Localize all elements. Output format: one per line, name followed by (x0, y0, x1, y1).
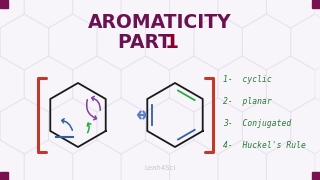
Bar (0, 172, 8, 180)
Text: PART: PART (118, 33, 178, 53)
Text: 3-  Conjugated: 3- Conjugated (223, 120, 291, 129)
Text: 4-  Huckel's Rule: 4- Huckel's Rule (223, 141, 306, 150)
Text: Leah4Sci: Leah4Sci (144, 165, 176, 171)
Bar (312, 172, 320, 180)
Text: 2-  planar: 2- planar (223, 98, 272, 107)
Bar (312, 0, 320, 8)
Text: AROMATICITY: AROMATICITY (88, 12, 232, 32)
Text: 1-  cyclic: 1- cyclic (223, 75, 272, 84)
Bar (0, 0, 8, 8)
Text: 1: 1 (165, 33, 179, 53)
